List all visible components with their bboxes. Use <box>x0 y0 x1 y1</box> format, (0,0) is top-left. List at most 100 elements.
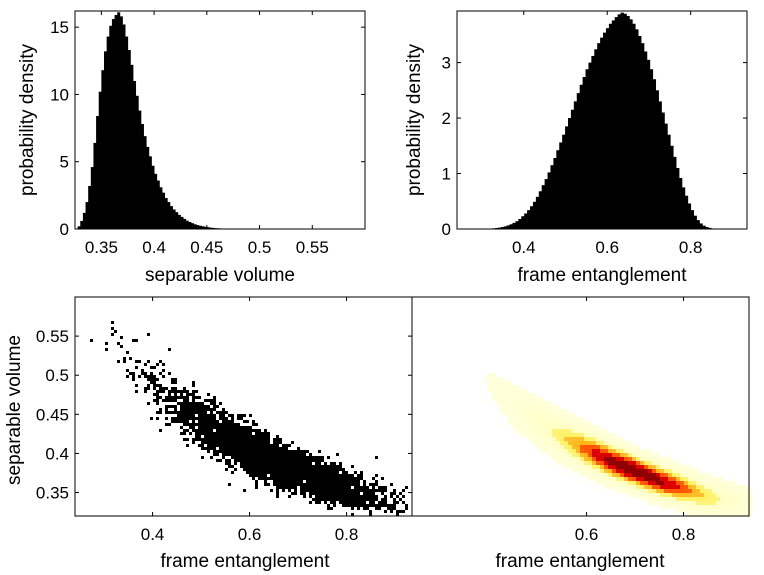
scatter-point <box>378 501 381 504</box>
scatter-point <box>273 444 276 447</box>
heatmap-cell <box>688 513 692 517</box>
heatmap-cell <box>564 409 568 413</box>
heatmap-cell <box>584 461 588 465</box>
scatter-point <box>357 501 360 504</box>
heatmap-cell <box>744 497 748 501</box>
scatter-point <box>210 441 213 444</box>
heatmap-cell <box>556 457 560 461</box>
scatter-point <box>171 405 174 408</box>
scatter-point <box>285 474 288 477</box>
heatmap-cell <box>652 453 656 457</box>
scatter-point <box>249 450 252 453</box>
scatter-point <box>402 510 405 513</box>
scatter-point <box>279 471 282 474</box>
scatter-point <box>153 375 156 378</box>
scatter-point <box>234 447 237 450</box>
scatter-point <box>300 474 303 477</box>
scatter-point <box>255 450 258 453</box>
scatter-point <box>324 483 327 486</box>
scatter-point <box>351 498 354 501</box>
heatmap-cell <box>556 433 560 437</box>
scatter-point <box>288 471 291 474</box>
scatter-point <box>246 453 249 456</box>
scatter-point <box>231 471 234 474</box>
scatter-point <box>288 450 291 453</box>
scatter-point <box>186 414 189 417</box>
heatmap-cell <box>584 453 588 457</box>
scatter-point <box>180 426 183 429</box>
scatter-point <box>318 492 321 495</box>
heatmap-cell <box>648 497 652 501</box>
heatmap-cell <box>504 385 508 389</box>
scatter-point <box>270 450 273 453</box>
heatmap-cell <box>728 505 732 509</box>
scatter-point <box>144 363 147 366</box>
scatter-point <box>258 474 261 477</box>
heatmap-cell <box>716 493 720 497</box>
scatter-point <box>159 372 162 375</box>
scatter-point <box>177 411 180 414</box>
scatter-point <box>213 396 216 399</box>
heatmap-cell <box>588 469 592 473</box>
scatter-point <box>366 504 369 507</box>
scatter-point <box>276 438 279 441</box>
scatter-point <box>369 495 372 498</box>
scatter-point <box>249 465 252 468</box>
scatter-point <box>249 468 252 471</box>
scatter-point <box>213 441 216 444</box>
heatmap-cell <box>660 465 664 469</box>
scatter-point <box>318 486 321 489</box>
scatter-point <box>273 453 276 456</box>
scatter-point <box>333 462 336 465</box>
scatter-point <box>237 459 240 462</box>
histogram-bar <box>617 14 621 229</box>
scatter-point <box>186 411 189 414</box>
x-tick-label: 0.4 <box>512 238 536 257</box>
heatmap-cell <box>652 493 656 497</box>
scatter-point <box>360 489 363 492</box>
scatter-point <box>186 429 189 432</box>
heatmap-cell <box>724 509 728 513</box>
scatter-point <box>270 474 273 477</box>
heatmap-cell <box>664 493 668 497</box>
scatter-point <box>207 414 210 417</box>
scatter-point <box>186 438 189 441</box>
scatter-point <box>249 462 252 465</box>
scatter-point <box>144 375 147 378</box>
heatmap-cell <box>652 489 656 493</box>
heatmap-cell <box>624 481 628 485</box>
scatter-point <box>327 465 330 468</box>
scatter-point <box>231 429 234 432</box>
scatter-point <box>180 420 183 423</box>
scatter-point <box>330 495 333 498</box>
scatter-point <box>306 465 309 468</box>
scatter-point <box>258 453 261 456</box>
scatter-point <box>195 429 198 432</box>
scatter-point <box>192 393 195 396</box>
scatter-point <box>216 420 219 423</box>
scatter-point <box>213 399 216 402</box>
heatmap-cell <box>568 465 572 469</box>
heatmap-cell <box>580 421 584 425</box>
heatmap-cell <box>712 509 716 513</box>
heatmap-cell <box>512 389 516 393</box>
heatmap-cell <box>548 429 552 433</box>
scatter-point <box>333 468 336 471</box>
heatmap-cell <box>716 481 720 485</box>
histogram-bar <box>201 226 205 229</box>
heatmap-cell <box>688 469 692 473</box>
heatmap-cell <box>532 441 536 445</box>
heatmap-cell <box>556 445 560 449</box>
scatter-point <box>198 426 201 429</box>
scatter-point <box>339 462 342 465</box>
heatmap-cell <box>704 501 708 505</box>
scatter-point <box>303 465 306 468</box>
heatmap-cell <box>700 485 704 489</box>
heatmap-cell <box>540 397 544 401</box>
scatter-point <box>279 459 282 462</box>
scatter-point <box>318 477 321 480</box>
heatmap-cell <box>660 489 664 493</box>
scatter-point <box>363 489 366 492</box>
scatter-point <box>198 408 201 411</box>
heatmap-cell <box>508 405 512 409</box>
